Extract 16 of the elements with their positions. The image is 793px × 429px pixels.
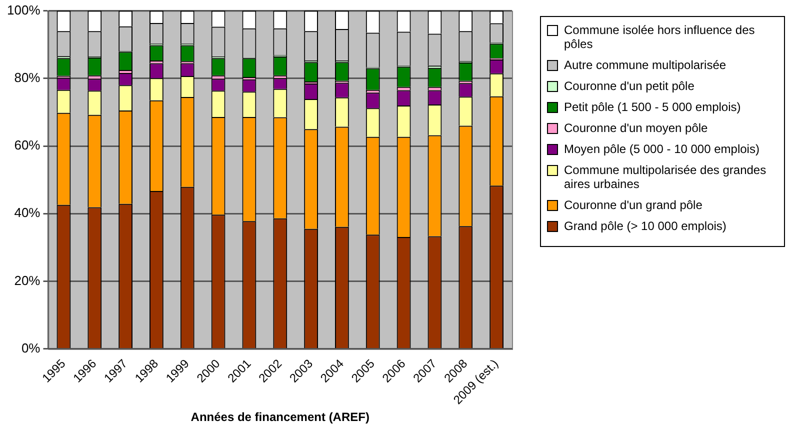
legend-label: Couronne d'un moyen pôle: [564, 121, 708, 135]
legend-label: Petit pôle (1 500 - 5 000 emplois): [564, 100, 741, 114]
legend-label: Moyen pôle (5 000 - 10 000 emplois): [564, 142, 760, 156]
y-tick-label: 0%: [21, 340, 41, 356]
x-axis-title: Années de financement (AREF): [190, 410, 370, 424]
y-tick-label: 40%: [14, 205, 41, 220]
y-tick-label: 80%: [14, 70, 41, 85]
y-tick-label: 60%: [14, 138, 41, 153]
legend-label: Couronne d'un grand pôle: [564, 198, 702, 212]
legend-label: Commune isolée hors influence des pôles: [564, 23, 756, 51]
legend-label: Grand pôle (> 10 000 emplois): [564, 219, 726, 233]
text: Autre commune multipolarisée: [564, 58, 726, 72]
y-tick-label: 20%: [14, 272, 41, 288]
legend-label: Commune multipolarisée des grandes aires urbaines: [564, 163, 768, 191]
legend-label: Couronne d'un petit pôle: [564, 79, 694, 93]
y-tick-label: 100%: [7, 2, 41, 18]
